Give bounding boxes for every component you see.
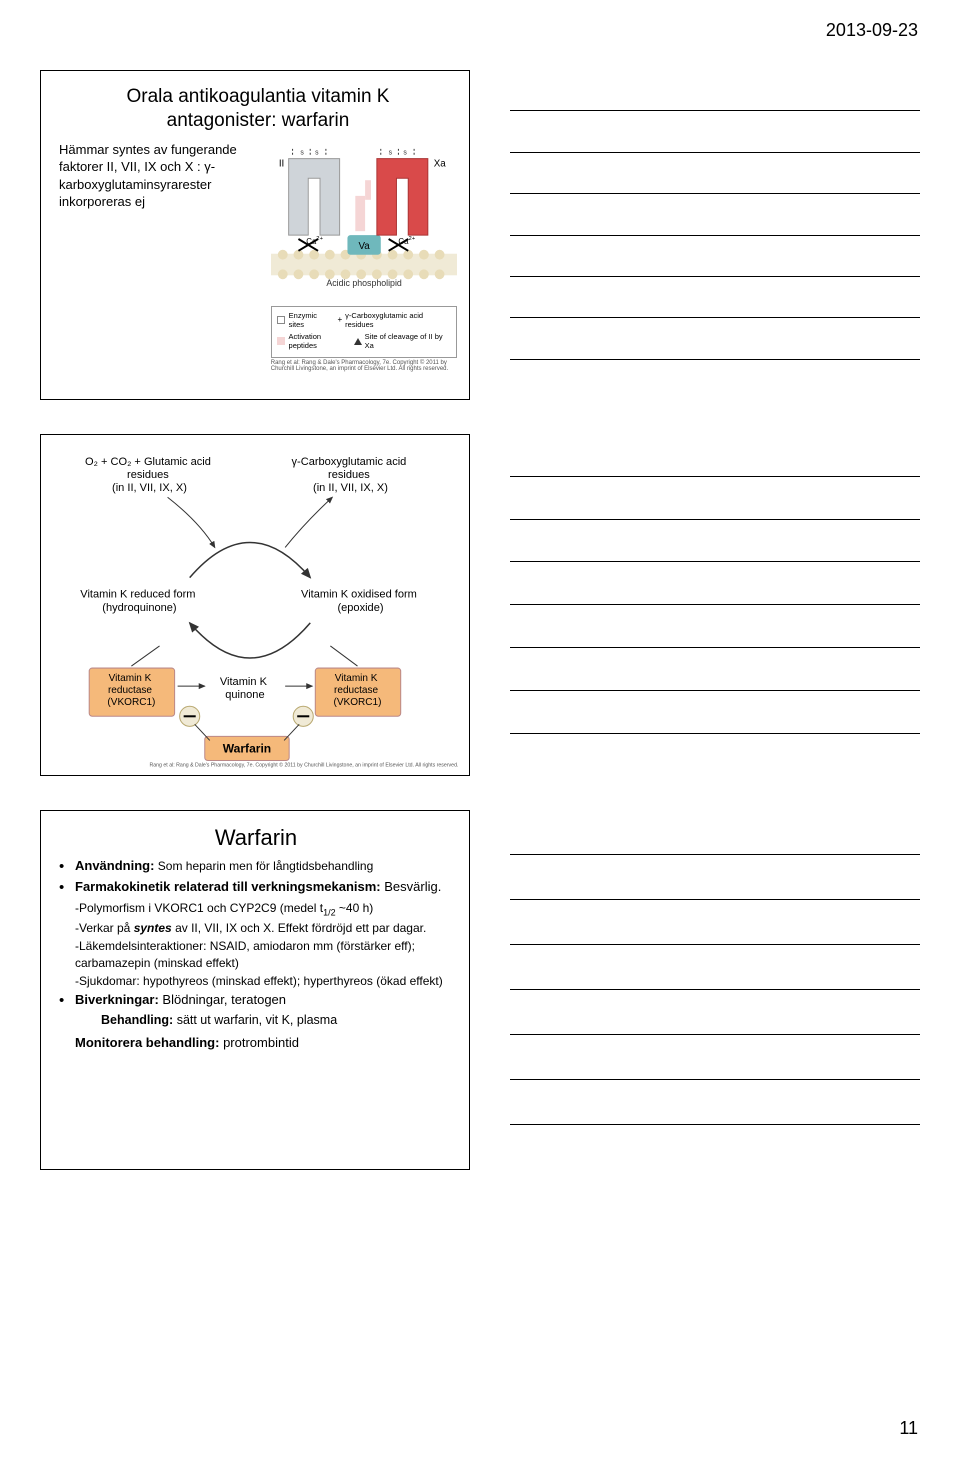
desc-l1: Hämmar syntes av fungerande <box>59 142 237 157</box>
panel1-title: Orala antikoagulantia vitamin K antagoni… <box>59 85 457 133</box>
svg-text:Vitamin K quinone: Vitamin K quinone <box>220 676 270 701</box>
notes-lines-3 <box>510 810 920 1170</box>
note-line <box>510 276 920 277</box>
beh-line: Behandling: sätt ut warfarin, vit K, pla… <box>59 1012 453 1029</box>
svg-text:Warfarin: Warfarin <box>223 741 271 755</box>
pk-sub1-half: 1/2 <box>323 907 336 917</box>
note-line <box>510 854 920 855</box>
pk-sub2-a: -Verkar på <box>75 921 134 935</box>
desc-l4: inkorporeras ej <box>59 194 145 209</box>
pk-sub1: -Polymorfism i VKORC1 och CYP2C9 (medel … <box>59 900 453 919</box>
note-line <box>510 1124 920 1125</box>
item-use: Användning: Som heparin men för långtids… <box>59 857 453 875</box>
desc-l3: karboxyglutaminsyrarester <box>59 177 211 192</box>
item-biv: Biverkningar: Blödningar, teratogen <box>59 991 453 1009</box>
panel1-figure: Acidic phospholipid Va II Xa Ca2+ <box>271 141 457 372</box>
pk-text: Besvärlig. <box>381 879 442 894</box>
use-label: Användning: <box>75 858 154 873</box>
note-line <box>510 1034 920 1035</box>
legend-activation: Activation peptides <box>289 332 350 351</box>
note-line <box>510 604 920 605</box>
panel1-copyright: Rang et al: Rang & Dale's Pharmacology, … <box>271 360 457 372</box>
svg-text:Vitamin K oxidised form: Vitamin K oxidised form (epoxide) <box>301 589 420 614</box>
svg-text:Rang et al: Rang & Dale's Phar: Rang et al: Rang & Dale's Pharmacology, … <box>149 762 458 769</box>
svg-text:O₂ + CO₂ + Glutamic acid: O₂ + CO₂ + Glutamic acid residues (in II… <box>85 456 214 494</box>
pk-sub1-b: ~40 h) <box>336 901 374 915</box>
note-line <box>510 690 920 691</box>
note-line <box>510 235 920 236</box>
pk-label: Farmakokinetik relaterad till verkningsm… <box>75 879 381 894</box>
pk-sub1-a: -Polymorfism i VKORC1 och CYP2C9 (medel … <box>75 901 323 915</box>
svg-text:γ-Carboxyglutamic acid: γ-Carboxyglutamic acid residues (in II, … <box>292 456 410 494</box>
item-pk: Farmakokinetik relaterad till verkningsm… <box>59 878 453 896</box>
note-line <box>510 317 920 318</box>
monitor-line: Monitorera behandling: protrombintid <box>59 1035 453 1050</box>
svg-text:Vitamin K reductas: Vitamin K reductase (VKORC1) <box>107 673 155 708</box>
pk-sub3: -Läkemdelsinteraktioner: NSAID, amiodaro… <box>59 938 453 970</box>
svg-text:Vitamin K reductas: Vitamin K reductase (VKORC1) <box>334 673 382 708</box>
notes-lines-2 <box>510 434 920 776</box>
note-line <box>510 152 920 153</box>
note-line <box>510 476 920 477</box>
note-line <box>510 899 920 900</box>
svg-text:Va: Va <box>358 240 370 251</box>
note-line <box>510 944 920 945</box>
biv-text: Blödningar, teratogen <box>159 992 286 1007</box>
title-line1: Orala antikoagulantia vitamin K <box>127 86 390 107</box>
svg-text:Acidic phospholipid: Acidic phospholipid <box>326 278 402 288</box>
note-line <box>510 1079 920 1080</box>
pk-sub2: -Verkar på syntes av II, VII, IX och X. … <box>59 920 453 936</box>
note-line <box>510 519 920 520</box>
note-line <box>510 561 920 562</box>
monitor-label: Monitorera behandling: <box>75 1035 219 1050</box>
panel1-legend: Enzymic sites +γ-Carboxyglutamic acid re… <box>271 306 457 358</box>
panel1-desc: Hämmar syntes av fungerande faktorer II,… <box>59 141 261 372</box>
desc-l2: faktorer II, VII, IX och X : γ- <box>59 159 215 174</box>
page-number: 11 <box>899 1418 918 1439</box>
note-line <box>510 733 920 734</box>
notes-lines-1 <box>510 70 920 400</box>
page-date: 2013-09-23 <box>826 20 918 41</box>
monitor-text: protrombintid <box>219 1035 298 1050</box>
legend-gamma: γ-Carboxyglutamic acid residues <box>345 311 451 330</box>
svg-text:s: s <box>388 149 392 156</box>
title-line2: antagonister: warfarin <box>167 110 350 131</box>
svg-text:Vitamin K reduced form: Vitamin K reduced form (hydroquinone) <box>80 589 198 614</box>
panel-vitk-cycle: O₂ + CO₂ + Glutamic acid residues (in II… <box>40 434 470 776</box>
svg-text:Xa: Xa <box>433 158 446 169</box>
panel-warfarin-intro: Orala antikoagulantia vitamin K antagoni… <box>40 70 470 400</box>
note-line <box>510 989 920 990</box>
svg-text:s: s <box>315 149 319 156</box>
pk-sub4: -Sjukdomar: hypothyreos (minskad effekt)… <box>59 973 453 989</box>
legend-cleavage: Site of cleavage of II by Xa <box>365 332 451 351</box>
note-line <box>510 647 920 648</box>
panel-warfarin-details: Warfarin Användning: Som heparin men för… <box>40 810 470 1170</box>
panel3-title: Warfarin <box>59 825 453 851</box>
use-text: Som heparin men för långtidsbehandling <box>154 859 373 873</box>
pk-sub2-c: av II, VII, IX och X. Effekt fördröjd et… <box>172 921 427 935</box>
svg-text:II: II <box>279 158 284 169</box>
legend-enzymic: Enzymic sites <box>289 311 334 330</box>
svg-text:s: s <box>300 149 304 156</box>
svg-text:s: s <box>403 149 407 156</box>
note-line <box>510 193 920 194</box>
pk-sub2-b: syntes <box>134 921 172 935</box>
note-line <box>510 110 920 111</box>
beh-label: Behandling: <box>101 1013 173 1027</box>
beh-text: sätt ut warfarin, vit K, plasma <box>173 1013 337 1027</box>
biv-label: Biverkningar: <box>75 992 159 1007</box>
note-line <box>510 359 920 360</box>
